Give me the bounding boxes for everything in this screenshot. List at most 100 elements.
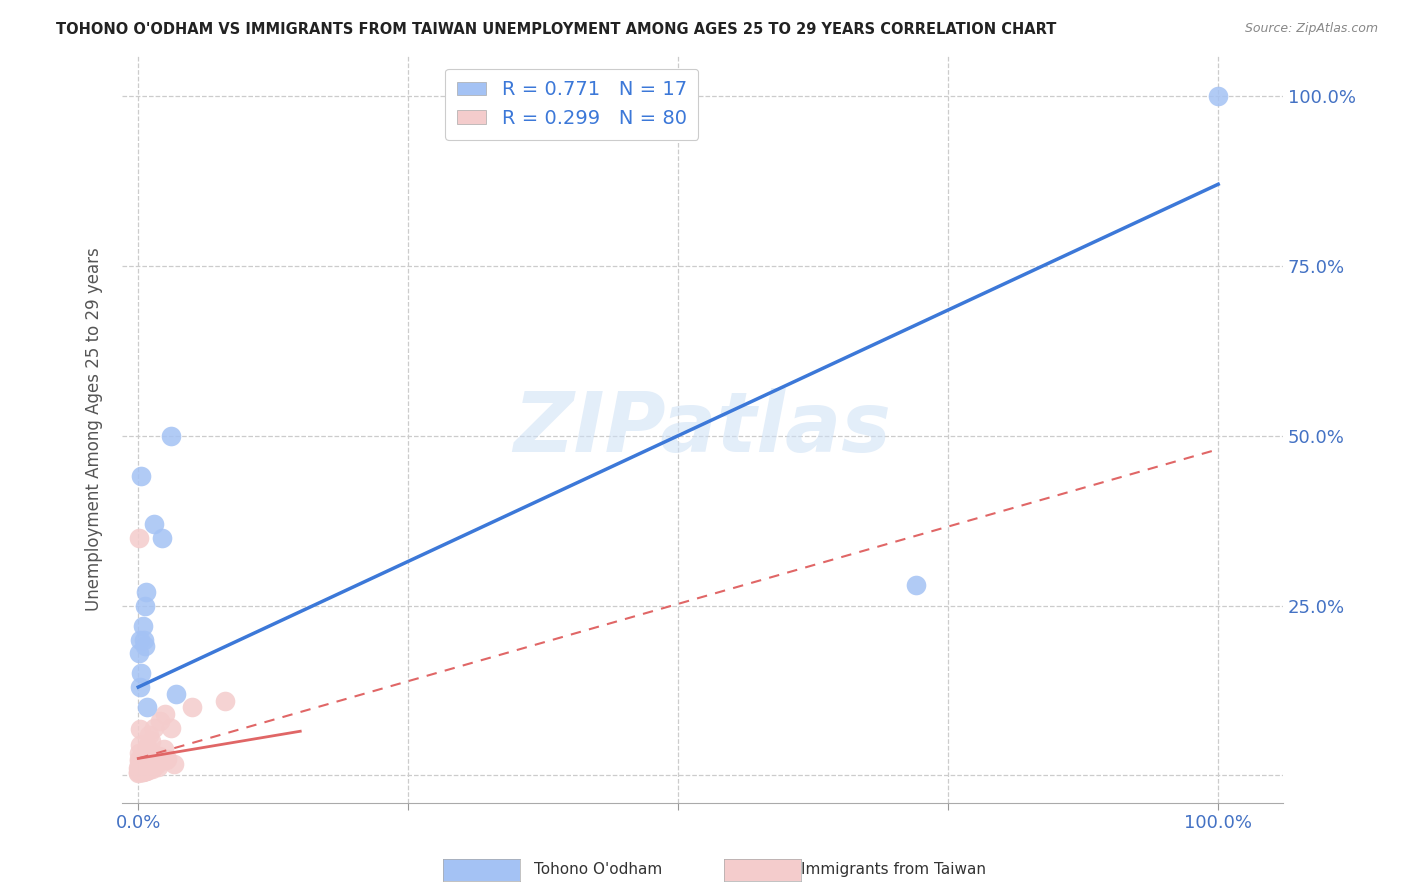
Point: [132, 764, 155, 779]
Text: Source: ZipAtlas.com: Source: ZipAtlas.com: [1244, 22, 1378, 36]
Point: [129, 764, 152, 779]
Point: [134, 749, 156, 764]
Point: [128, 757, 150, 772]
Legend: R = 0.771   N = 17, R = 0.299   N = 80: R = 0.771 N = 17, R = 0.299 N = 80: [446, 69, 699, 140]
Point: [128, 746, 150, 760]
Point: [134, 764, 156, 778]
Point: [128, 739, 150, 753]
Point: [127, 761, 149, 775]
Point: [136, 763, 159, 777]
Point: [141, 762, 163, 776]
Point: [134, 640, 156, 654]
Point: [155, 707, 177, 722]
Point: [904, 578, 927, 592]
Point: [129, 756, 152, 771]
Point: [129, 758, 152, 772]
Text: TOHONO O'ODHAM VS IMMIGRANTS FROM TAIWAN UNEMPLOYMENT AMONG AGES 25 TO 29 YEARS : TOHONO O'ODHAM VS IMMIGRANTS FROM TAIWAN…: [56, 22, 1057, 37]
Point: [214, 694, 236, 708]
Point: [139, 753, 162, 767]
Point: [149, 714, 172, 728]
Point: [132, 751, 155, 765]
Point: [135, 758, 157, 772]
Point: [131, 756, 153, 770]
Point: [135, 739, 157, 753]
Text: Immigrants from Taiwan: Immigrants from Taiwan: [801, 863, 987, 877]
Point: [129, 757, 152, 772]
Point: [141, 760, 163, 774]
Point: [139, 758, 162, 772]
Point: [136, 762, 159, 776]
Point: [136, 755, 159, 769]
Point: [129, 680, 152, 694]
Point: [165, 687, 187, 701]
Point: [129, 632, 152, 647]
Point: [159, 721, 181, 735]
Point: [150, 531, 173, 545]
Point: [139, 747, 162, 761]
Point: [131, 756, 153, 771]
Point: [138, 758, 160, 772]
Point: [142, 753, 165, 767]
Point: [128, 760, 150, 774]
Point: [153, 741, 176, 756]
Point: [128, 531, 150, 545]
Point: [132, 763, 155, 777]
Point: [146, 750, 169, 764]
Point: [134, 760, 156, 774]
Point: [131, 619, 153, 633]
Point: [129, 760, 152, 774]
Point: [138, 757, 160, 772]
Point: [131, 469, 153, 483]
Point: [128, 762, 150, 776]
Point: [132, 759, 155, 773]
Point: [132, 632, 155, 647]
Point: [131, 757, 153, 772]
Point: [131, 666, 153, 681]
Point: [131, 755, 153, 769]
Text: ZIPatlas: ZIPatlas: [513, 388, 891, 469]
Point: [143, 721, 166, 735]
Point: [129, 722, 152, 736]
Point: [128, 763, 150, 777]
Point: [135, 764, 157, 778]
Point: [139, 761, 162, 775]
Point: [145, 758, 167, 772]
Point: [128, 762, 150, 776]
Y-axis label: Unemployment Among Ages 25 to 29 years: Unemployment Among Ages 25 to 29 years: [86, 247, 103, 611]
Point: [135, 764, 157, 778]
Point: [148, 748, 170, 763]
Point: [141, 734, 163, 748]
Point: [131, 755, 153, 769]
Point: [143, 516, 166, 531]
Point: [128, 754, 150, 768]
Text: Tohono O'odham: Tohono O'odham: [534, 863, 662, 877]
Point: [129, 753, 152, 767]
Point: [134, 756, 156, 770]
Point: [135, 757, 157, 772]
Point: [1206, 89, 1229, 103]
Point: [162, 757, 184, 772]
Point: [135, 700, 157, 714]
Point: [155, 752, 177, 766]
Point: [134, 761, 156, 775]
Point: [129, 764, 152, 778]
Point: [129, 763, 152, 777]
Point: [135, 741, 157, 756]
Point: [181, 700, 204, 714]
Point: [134, 599, 156, 613]
Point: [141, 752, 163, 766]
Point: [132, 762, 155, 776]
Point: [127, 765, 149, 780]
Point: [128, 752, 150, 766]
Point: [128, 646, 150, 660]
Point: [131, 764, 153, 779]
Point: [159, 428, 181, 442]
Point: [127, 765, 149, 780]
Point: [138, 728, 160, 742]
Point: [129, 751, 152, 765]
Point: [129, 764, 152, 778]
Point: [135, 585, 157, 599]
Point: [141, 756, 163, 771]
Point: [129, 764, 152, 778]
Point: [148, 760, 170, 774]
